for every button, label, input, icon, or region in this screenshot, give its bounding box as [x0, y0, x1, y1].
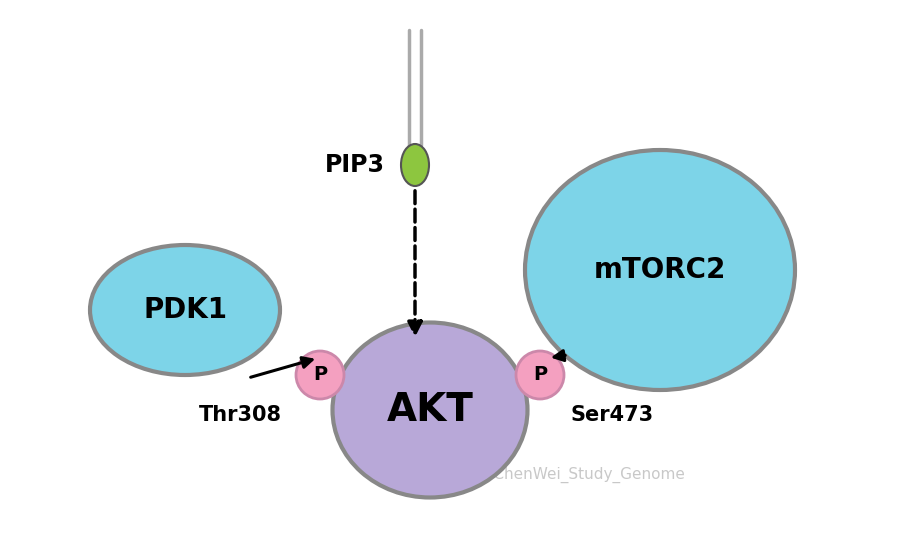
Ellipse shape: [525, 150, 795, 390]
Ellipse shape: [516, 351, 564, 399]
Text: Thr308: Thr308: [198, 405, 281, 425]
Ellipse shape: [296, 351, 344, 399]
Text: P: P: [313, 365, 327, 385]
Text: Ser473: Ser473: [570, 405, 654, 425]
Text: PIP3: PIP3: [325, 153, 385, 177]
Text: AKT: AKT: [387, 391, 474, 429]
Text: mTORC2: mTORC2: [594, 256, 726, 284]
Ellipse shape: [333, 323, 528, 498]
Text: 微信号: ChenWei_Study_Genome: 微信号: ChenWei_Study_Genome: [456, 467, 685, 483]
Ellipse shape: [401, 144, 429, 186]
Ellipse shape: [90, 245, 280, 375]
Text: PDK1: PDK1: [143, 296, 227, 324]
Text: P: P: [533, 365, 547, 385]
